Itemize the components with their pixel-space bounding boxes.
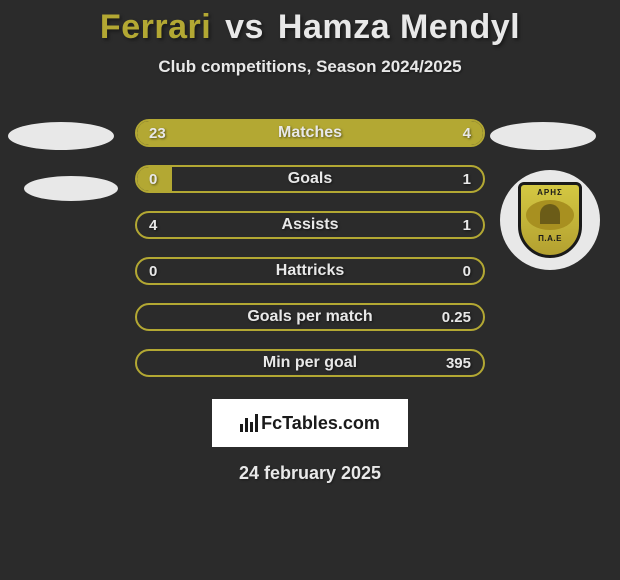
stat-value-right: 0 [463,263,471,280]
stat-value-right: 1 [463,217,471,234]
player1-photo-placeholder [8,122,114,150]
stat-label: Matches [278,124,342,142]
vs-text: vs [225,8,264,46]
subtitle: Club competitions, Season 2024/2025 [0,57,620,77]
stat-value-right: 395 [446,355,471,372]
stat-row: Hattricks 0 0 [135,257,485,285]
comparison-title: Ferrari vs Hamza Mendyl [0,0,620,47]
badge-bottom-text: Π.Α.Ε [538,234,562,243]
player2-name: Hamza Mendyl [278,8,520,46]
comparison-card: Ferrari vs Hamza Mendyl Club competition… [0,0,620,580]
stat-label: Min per goal [263,354,357,372]
brand-text: FcTables.com [261,413,380,434]
date-text: 24 february 2025 [0,463,620,484]
stat-value-right: 4 [463,125,471,142]
stat-value-left: 0 [149,171,157,188]
badge-figure-icon [526,200,574,230]
stat-row: Assists 4 1 [135,211,485,239]
stat-row: Matches 23 4 [135,119,485,147]
stat-label: Goals [288,170,332,188]
stat-row: Goals per match 0.25 [135,303,485,331]
stat-value-left: 23 [149,125,166,142]
stat-fill-right [431,121,483,145]
bar-chart-icon [240,414,258,432]
stat-value-right: 0.25 [442,309,471,326]
stat-label: Goals per match [247,308,372,326]
stat-value-right: 1 [463,171,471,188]
stat-value-left: 4 [149,217,157,234]
brand-badge: FcTables.com [212,399,408,447]
stat-row: Goals 0 1 [135,165,485,193]
player2-photo-placeholder [490,122,596,150]
badge-top-text: ΑΡΗΣ [537,188,563,197]
stat-row: Min per goal 395 [135,349,485,377]
stat-label: Hattricks [276,262,344,280]
player1-name: Ferrari [100,8,211,46]
stat-value-left: 0 [149,263,157,280]
club-shield-icon: ΑΡΗΣ Π.Α.Ε [518,182,582,258]
stat-label: Assists [282,216,339,234]
player1-club-placeholder [24,176,118,201]
player2-club-badge: ΑΡΗΣ Π.Α.Ε [500,170,600,270]
